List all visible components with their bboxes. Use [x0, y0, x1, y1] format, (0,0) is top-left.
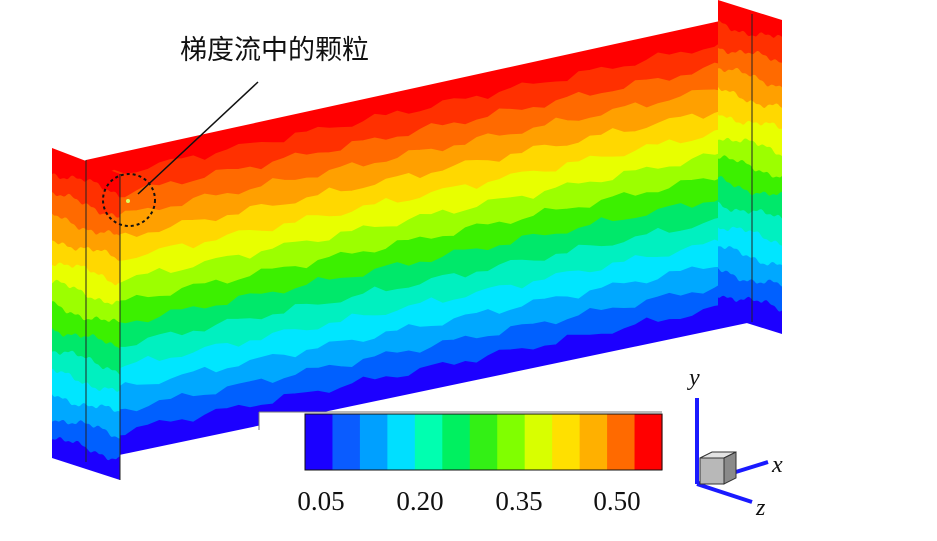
- contour-band: [718, 292, 782, 334]
- colorbar-band: [552, 414, 581, 470]
- x-axis-label: x: [771, 452, 783, 478]
- orientation-cube: [699, 451, 737, 485]
- annotation-leader-line: [137, 81, 259, 195]
- right-wall-contour: [718, 0, 782, 334]
- main-wall-contour: [86, 14, 752, 462]
- axes-triad: y x z: [687, 365, 783, 521]
- colorbar-band: [442, 414, 471, 470]
- z-axis-line: [696, 482, 753, 504]
- colorbar-band: [579, 414, 608, 470]
- colorbar-band: [414, 414, 443, 470]
- colorbar-tick-label: 0.05: [297, 486, 344, 516]
- particle-highlight-circle: [102, 173, 156, 227]
- colorbar-band: [332, 414, 361, 470]
- colorbar-band: [469, 414, 498, 470]
- colorbar-band: [387, 414, 416, 470]
- particle-annotation-label: 梯度流中的颗粒: [180, 35, 369, 66]
- colorbar-legend: 0.05 0.20 0.35 0.50: [258, 411, 664, 516]
- particle-dot: [126, 199, 130, 203]
- colorbar-tick-label: 0.50: [593, 486, 640, 516]
- colorbar-tick-label: 0.20: [396, 486, 443, 516]
- colorbar-band: [634, 414, 663, 470]
- colorbar-band: [305, 414, 334, 470]
- z-axis-label: z: [755, 495, 766, 521]
- colorbar-band: [607, 414, 636, 470]
- colorbar-band: [359, 414, 388, 470]
- colorbar-band: [497, 414, 526, 470]
- colorbar-tick-label: 0.35: [495, 486, 542, 516]
- colorbar-band: [524, 414, 553, 470]
- y-axis-label: y: [687, 365, 700, 391]
